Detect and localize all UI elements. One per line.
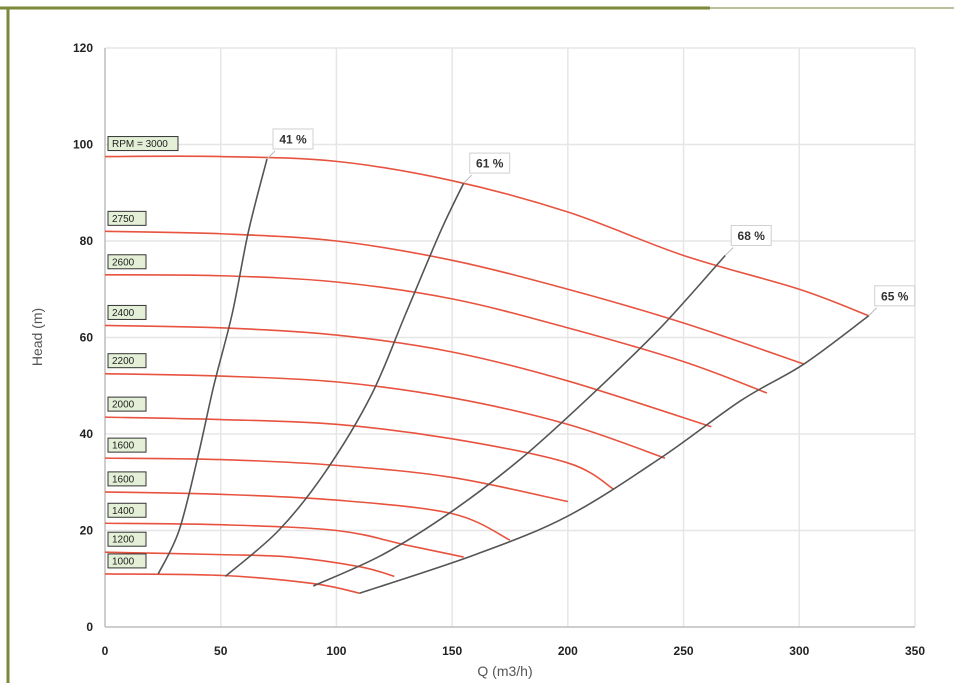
speed-curve — [104, 457, 569, 503]
x-tick-label: 0 — [102, 644, 109, 658]
x-tick-label: 50 — [214, 644, 228, 658]
efficiency-curves — [157, 158, 870, 594]
speed-curve-label: 1600 — [107, 471, 147, 487]
efficiency-label-box — [469, 152, 511, 174]
speed-curve-label: 2600 — [107, 254, 147, 270]
x-tick-label: 200 — [558, 644, 578, 658]
efficiency-label-box — [874, 285, 916, 307]
speed-label-box — [107, 210, 147, 226]
speed-curve — [104, 372, 666, 459]
speed-curve-label: 2750 — [107, 210, 147, 226]
efficiency-curve — [224, 182, 465, 577]
speed-label-box — [107, 553, 147, 569]
efficiency-label-box — [272, 128, 314, 150]
speed-curve — [104, 522, 464, 558]
efficiency-label-box — [730, 224, 772, 246]
speed-label-box — [107, 531, 147, 547]
speed-label-box — [107, 353, 147, 369]
speed-label-text: 1600 — [112, 441, 135, 452]
x-axis-title: Q (m3/h) — [477, 663, 532, 679]
curve-labels: RPM = 3000 2750 2600 2400 2200 2000 1600 1600 14… — [107, 128, 916, 569]
tick-labels: 0 50 100 150 200 250 300 350 0 20 40 60 80 100 120 — [73, 41, 925, 658]
efficiency-curve — [359, 315, 870, 594]
y-tick-label: 120 — [73, 41, 93, 55]
speed-label-text: 1600 — [112, 474, 135, 485]
speed-label-text: 1000 — [112, 556, 135, 567]
axes — [104, 48, 915, 628]
speed-curve-label: 1400 — [107, 502, 147, 518]
efficiency-label: 68 % — [724, 224, 772, 256]
y-tick-label: 60 — [80, 331, 94, 345]
y-tick-label: 100 — [73, 138, 93, 152]
speed-label-box — [107, 437, 147, 453]
x-tick-label: 150 — [442, 644, 462, 658]
speed-label-text: 1200 — [112, 535, 135, 546]
speed-label-box — [107, 502, 147, 518]
speed-label-text: 2750 — [112, 214, 135, 225]
efficiency-label: 65 % — [868, 285, 916, 317]
speed-curve — [104, 416, 615, 491]
y-tick-label: 80 — [80, 234, 94, 248]
x-tick-label: 250 — [674, 644, 694, 658]
speed-curve-label: 2200 — [107, 353, 147, 369]
speed-curve-label: 1200 — [107, 531, 147, 547]
speed-label-box — [107, 254, 147, 270]
x-tick-label: 300 — [789, 644, 809, 658]
speed-label-text: 1400 — [112, 506, 135, 517]
speed-curve — [104, 491, 511, 541]
y-tick-label: 0 — [86, 620, 93, 634]
speed-label-box — [107, 136, 179, 152]
speed-label-text: 2200 — [112, 356, 135, 367]
speed-curve — [104, 155, 869, 317]
speed-curve — [104, 573, 360, 595]
speed-curve-label: 1000 — [107, 553, 147, 569]
speed-curve — [104, 230, 805, 365]
speed-label-box — [107, 471, 147, 487]
x-tick-label: 350 — [905, 644, 925, 658]
efficiency-label-text: 65 % — [881, 289, 909, 303]
efficiency-leader-line — [463, 174, 473, 184]
speed-label-box — [107, 396, 147, 412]
speed-label-text: RPM = 3000 — [112, 139, 168, 150]
speed-curve-label: RPM = 3000 — [107, 136, 179, 152]
speed-curve — [104, 551, 395, 578]
efficiency-curve — [157, 158, 268, 575]
y-axis-title: Head (m) — [29, 308, 45, 366]
speed-label-text: 2600 — [112, 257, 135, 268]
efficiency-leader-line — [868, 307, 878, 317]
efficiency-leader-line — [724, 247, 734, 256]
efficiency-label: 41 % — [266, 128, 314, 160]
speed-curve — [104, 273, 768, 394]
efficiency-curve — [312, 254, 726, 587]
efficiency-label-text: 61 % — [476, 157, 504, 171]
efficiency-label-text: 68 % — [738, 229, 766, 243]
efficiency-label-text: 41 % — [279, 132, 307, 146]
speed-label-text: 2400 — [112, 308, 135, 319]
speed-label-box — [107, 304, 147, 320]
speed-curves — [104, 155, 869, 595]
y-tick-label: 40 — [80, 427, 94, 441]
speed-curve-label: 2400 — [107, 304, 147, 320]
y-tick-label: 20 — [80, 524, 94, 538]
speed-curve-label: 1600 — [107, 437, 147, 453]
speed-curve — [104, 324, 712, 428]
efficiency-leader-line — [266, 150, 276, 160]
speed-label-text: 2000 — [112, 400, 135, 411]
x-tick-label: 100 — [326, 644, 346, 658]
efficiency-label: 61 % — [463, 152, 511, 184]
speed-curve-label: 2000 — [107, 396, 147, 412]
